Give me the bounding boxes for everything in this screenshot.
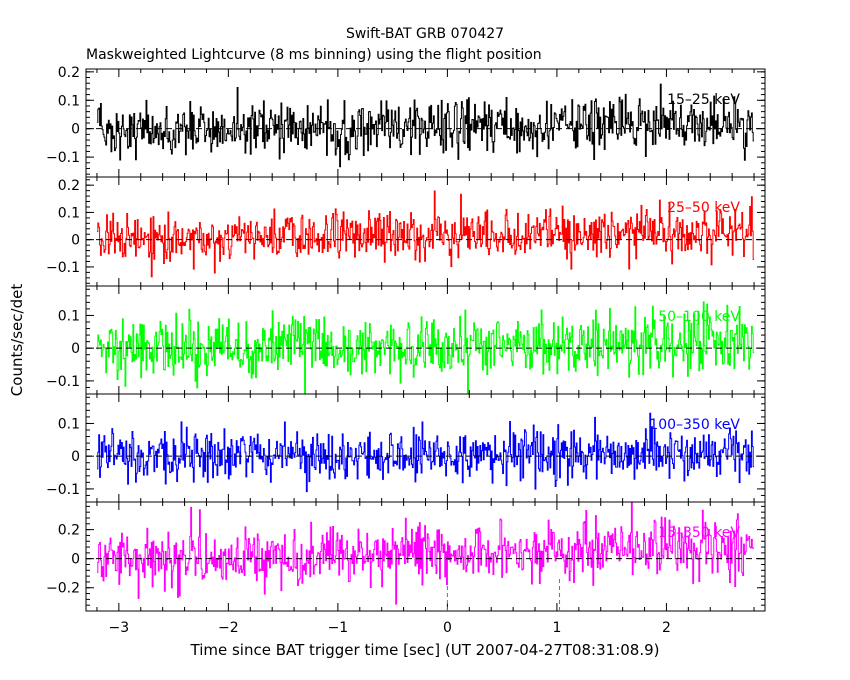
band-label-50-100-keV: 50–100 keV (658, 309, 740, 325)
x-tick-label: 1 (552, 620, 561, 636)
y-tick-label: −0.1 (46, 482, 80, 498)
x-tick-label: −2 (218, 620, 239, 636)
y-tick-label: 0 (71, 552, 80, 568)
x-tick-label: −1 (328, 620, 349, 636)
y-tick-label: 0.2 (58, 523, 80, 539)
y-tick-label: −0.1 (46, 260, 80, 276)
y-tick-label: 0.1 (58, 416, 80, 432)
y-tick-label: 0 (71, 341, 80, 357)
y-tick-label: −0.1 (46, 374, 80, 390)
panel-3: −0.1 0 0.1 100–350 keV (46, 393, 766, 503)
x-tick-label: 2 (662, 620, 671, 636)
band-label-15-25-keV: 15–25 keV (667, 92, 740, 108)
y-tick-label: 0 (71, 449, 80, 465)
y-tick-label: 0.1 (58, 93, 80, 109)
series-line-15-25-keV (96, 83, 755, 168)
x-axis-label: Time since BAT trigger time [sec] (UT 20… (190, 641, 660, 659)
series-line-50-100-keV (96, 301, 755, 394)
y-tick-label: −0.1 (46, 150, 80, 166)
y-tick-label: 0.1 (58, 205, 80, 221)
y-tick-label: 0.1 (58, 308, 80, 324)
panel-0: −0.1 0 0.1 0.2 15–25 keV (46, 65, 766, 178)
x-tick-label: −3 (109, 620, 130, 636)
series-line-25-50-keV (96, 190, 755, 278)
y-tick-label: 0.2 (58, 65, 80, 81)
y-tick-label: 0 (71, 233, 80, 249)
panel-1: −0.1 0 0.1 0.2 25–50 keV (46, 176, 766, 287)
panels-group: −0.1 0 0.1 0.2 15–25 keV −0.1 0 0.1 0.2 25–50 keV… (46, 65, 766, 636)
x-tick-label: 0 (443, 620, 452, 636)
series-line-15-350-keV (96, 502, 755, 605)
panel-4: −0.2 0 0.2 15–350 keV (46, 501, 766, 612)
chart-title: Swift-BAT GRB 070427 (346, 26, 504, 42)
y-tick-label: 0.2 (58, 178, 80, 194)
y-tick-label: 0 (71, 122, 80, 138)
band-label-25-50-keV: 25–50 keV (667, 200, 740, 216)
panel-2: −0.1 0 0.1 50–100 keV (46, 285, 766, 395)
series-line-100-350-keV (96, 412, 755, 493)
y-tick-label: −0.2 (46, 581, 80, 597)
band-label-15-350-keV: 15–350 keV (658, 525, 740, 541)
y-axis-label: Counts/sec/det (8, 284, 26, 397)
band-label-100-350-keV: 100–350 keV (649, 417, 740, 433)
chart-subtitle: Maskweighted Lightcurve (8 ms binning) u… (86, 47, 542, 63)
